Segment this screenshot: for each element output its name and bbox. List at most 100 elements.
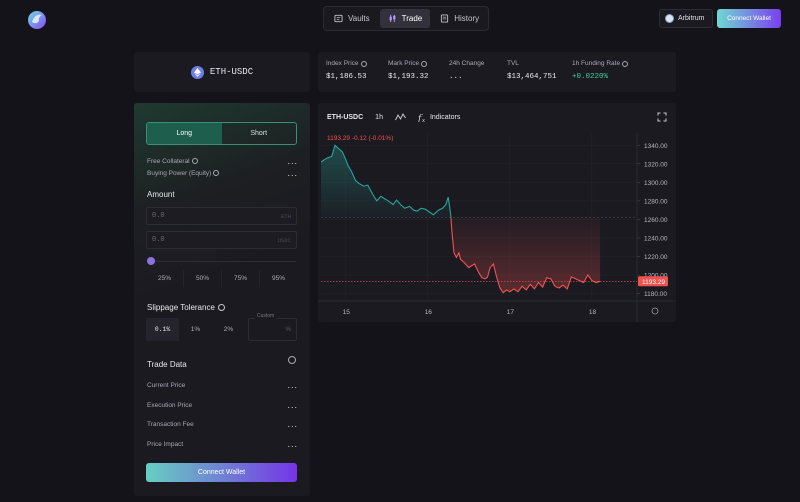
- pct-25-button[interactable]: 25%: [157, 275, 171, 282]
- y-tick-label: 1340.00: [644, 143, 668, 150]
- execution-price-row: Execution Price ...: [147, 400, 298, 410]
- last-price-tag: [638, 276, 668, 287]
- slippage-option-0-1[interactable]: 0.1%: [146, 318, 179, 341]
- pct-50-button[interactable]: 50%: [183, 270, 221, 287]
- y-tick-label: 1300.00: [644, 180, 668, 187]
- current-price-value: ...: [287, 380, 298, 390]
- last-price-tag-label: 1193.29: [642, 279, 665, 286]
- price-impact-row: Price Impact ...: [147, 439, 298, 449]
- indicators-label: Indicators: [429, 114, 461, 121]
- stat-24h-change: 24h Change ...: [449, 60, 484, 81]
- chart-symbol[interactable]: ETH-USDC: [327, 114, 364, 121]
- price-chart[interactable]: 1180.00 1200.00 1220.00 1240.00 1260.00 1280.…: [318, 103, 676, 322]
- price-line-down: [450, 217, 601, 294]
- price-impact-value: ...: [287, 439, 298, 449]
- pair-label: ETH-USDC: [209, 67, 254, 77]
- buying-power-value: ...: [287, 168, 298, 178]
- info-icon[interactable]: [191, 158, 198, 164]
- slippage-custom-input[interactable]: Custom %: [248, 313, 297, 341]
- amount-usdc-field[interactable]: 0.0 USDC: [146, 231, 297, 249]
- y-tick-label: 1200.00: [644, 273, 668, 280]
- free-collateral-label: Free Collateral: [147, 157, 190, 165]
- chart-canvas[interactable]: 1180.00 1200.00 1220.00 1240.00 1260.00 1280.…: [318, 103, 676, 322]
- free-collateral-row: Free Collateral ...: [147, 156, 298, 166]
- amount-slider-thumb[interactable]: [147, 257, 155, 265]
- current-price-row: Current Price ...: [147, 380, 298, 390]
- network-selector[interactable]: Arbitrum: [659, 9, 713, 28]
- svg-text:x: x: [422, 118, 425, 122]
- buying-power-label: Buying Power (Equity): [147, 169, 212, 177]
- chart-type-icon[interactable]: [395, 113, 406, 122]
- stat-index-price: Index Price $1,186.53: [326, 60, 367, 81]
- stat-value: $13,464,751: [507, 73, 557, 81]
- app-logo-icon[interactable]: [26, 8, 48, 30]
- y-tick-label: 1180.00: [644, 291, 667, 298]
- buying-power-row: Buying Power (Equity) ...: [147, 168, 298, 178]
- nav-history-label: History: [454, 14, 480, 23]
- connect-wallet-button[interactable]: Connect Wallet: [717, 9, 781, 28]
- stat-label: Mark Price: [388, 60, 420, 67]
- nav-history[interactable]: History: [432, 9, 487, 28]
- nav-trade-label: Trade: [401, 14, 423, 23]
- fullscreen-icon[interactable]: [657, 112, 667, 122]
- network-label: Arbitrum: [678, 15, 705, 22]
- amount-eth-unit: ETH: [281, 212, 291, 220]
- amount-usdc-value: 0.0: [152, 236, 165, 244]
- pct-95-button[interactable]: 95%: [259, 270, 297, 287]
- interval-selector[interactable]: 1h: [375, 114, 383, 121]
- trade-panel: Long Short Free Collateral ... Buying Po…: [134, 103, 310, 496]
- amount-usdc-unit: USDC: [277, 236, 291, 244]
- x-tick-label: 17: [507, 309, 515, 316]
- pct-75-button[interactable]: 75%: [221, 270, 259, 287]
- tab-long[interactable]: Long: [147, 123, 222, 144]
- info-icon[interactable]: [360, 60, 367, 67]
- stat-label: 24h Change: [449, 60, 485, 67]
- svg-text:f: f: [418, 114, 423, 122]
- transaction-fee-value: ...: [287, 419, 298, 429]
- chart-settings-icon: [651, 307, 659, 315]
- nav-trade[interactable]: Trade: [379, 9, 431, 28]
- vault-icon: [334, 14, 343, 23]
- x-tick-label: 15: [343, 309, 351, 316]
- eth-icon: [190, 65, 204, 79]
- slippage-option-1[interactable]: 1%: [190, 326, 201, 333]
- slippage-options: 0.1% 1% 2% Custom %: [146, 313, 297, 341]
- info-icon[interactable]: [213, 170, 220, 176]
- slippage-option-2[interactable]: 2%: [223, 326, 234, 333]
- connect-wallet-submit-button[interactable]: Connect Wallet: [146, 463, 297, 482]
- stat-value: $1,186.53: [326, 73, 367, 81]
- x-tick-label: 16: [425, 309, 433, 316]
- stat-mark-price: Mark Price $1,193.32: [388, 60, 429, 81]
- y-tick-label: 1320.00: [644, 161, 668, 168]
- slippage-title-label: Slippage Tolerance: [147, 303, 215, 312]
- price-line-up: [320, 144, 452, 218]
- trade-icon: [389, 14, 396, 23]
- current-price-label: Current Price: [147, 381, 186, 389]
- stat-label: TVL: [507, 60, 519, 67]
- info-icon[interactable]: [622, 60, 629, 67]
- info-icon[interactable]: [421, 60, 428, 67]
- nav-vaults-label: Vaults: [348, 14, 370, 23]
- chart-legend: 1193.29 -0.12 (-0.01%): [327, 135, 393, 142]
- nav-vaults[interactable]: Vaults: [326, 9, 378, 28]
- transaction-fee-row: Transaction Fee ...: [147, 419, 298, 429]
- execution-price-label: Execution Price: [147, 401, 193, 409]
- slippage-title: Slippage Tolerance: [147, 303, 225, 312]
- info-icon[interactable]: [288, 356, 296, 364]
- info-icon[interactable]: [217, 304, 225, 311]
- history-icon: [441, 14, 449, 23]
- side-tabs: Long Short: [146, 122, 297, 145]
- market-stats: Index Price $1,186.53 Mark Price $1,193.…: [318, 52, 676, 92]
- arbitrum-icon: [665, 14, 674, 23]
- amount-eth-field[interactable]: 0.0 ETH: [146, 207, 297, 225]
- slippage-custom-label: Custom: [255, 313, 277, 319]
- main-nav: Vaults Trade History: [323, 6, 489, 31]
- y-tick-label: 1240.00: [644, 235, 668, 242]
- amount-slider-track[interactable]: [149, 261, 296, 262]
- price-impact-label: Price Impact: [147, 440, 184, 448]
- market-selector[interactable]: ETH-USDC: [134, 52, 310, 92]
- tab-short[interactable]: Short: [250, 130, 268, 137]
